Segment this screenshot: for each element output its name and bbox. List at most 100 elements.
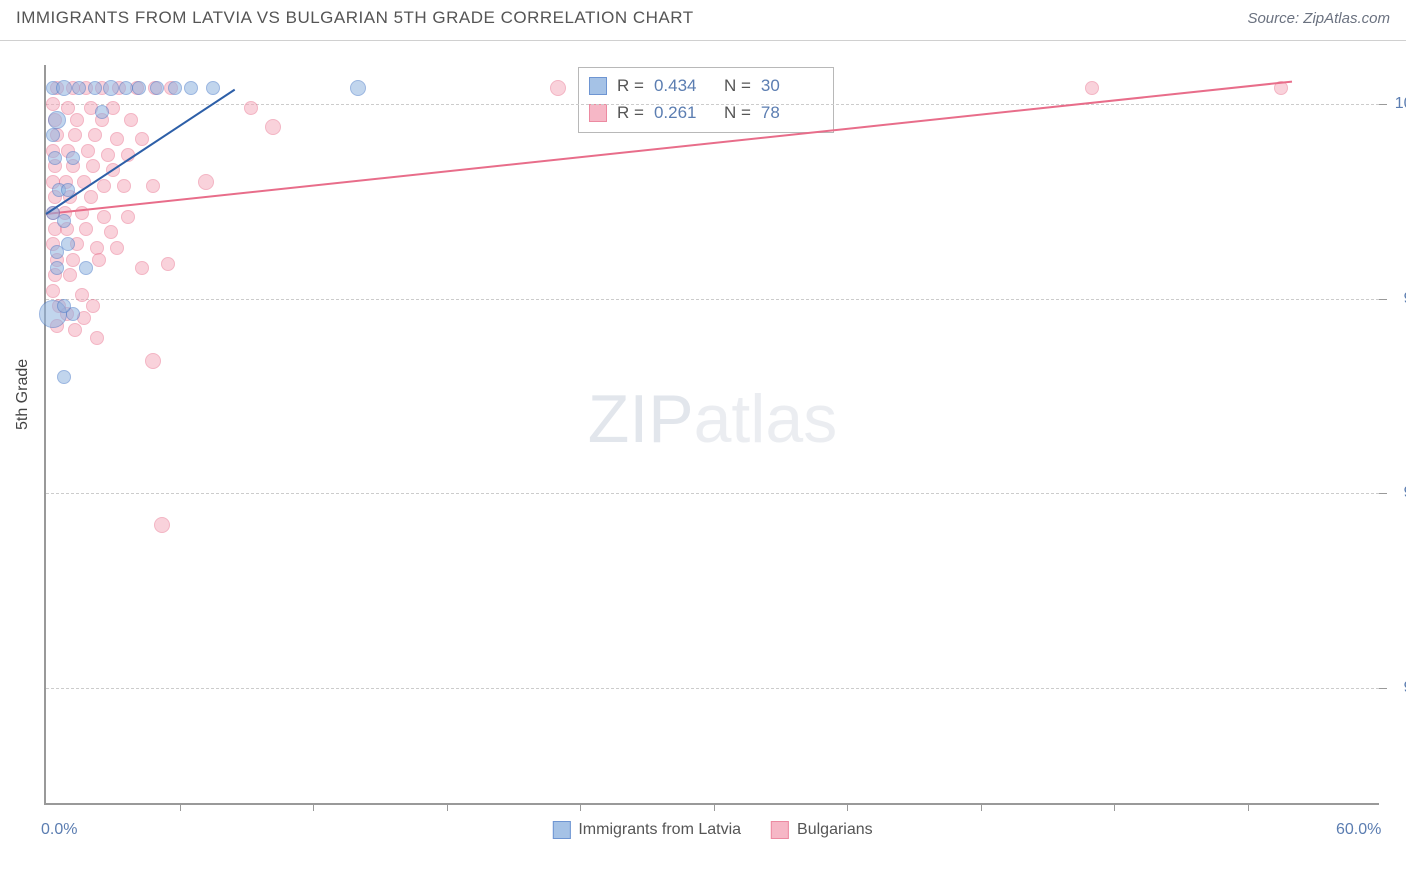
scatter-point-bulgaria bbox=[46, 284, 60, 298]
x-minor-tick bbox=[313, 803, 314, 811]
scatter-point-latvia bbox=[150, 81, 164, 95]
scatter-point-latvia bbox=[48, 111, 66, 129]
y-tick bbox=[1379, 299, 1387, 300]
scatter-point-latvia bbox=[184, 81, 198, 95]
scatter-point-bulgaria bbox=[66, 253, 80, 267]
gridline-horizontal bbox=[46, 493, 1379, 494]
scatter-point-bulgaria bbox=[68, 323, 82, 337]
scatter-point-latvia bbox=[119, 81, 133, 95]
legend-swatch-bulgaria bbox=[589, 104, 607, 122]
correlation-legend: R = 0.434 N = 30 R = 0.261 N = 78 bbox=[578, 67, 834, 133]
x-minor-tick bbox=[447, 803, 448, 811]
x-minor-tick bbox=[180, 803, 181, 811]
scatter-point-bulgaria bbox=[265, 119, 281, 135]
scatter-point-bulgaria bbox=[198, 174, 214, 190]
scatter-point-bulgaria bbox=[161, 257, 175, 271]
series-legend: Immigrants from Latvia Bulgarians bbox=[552, 821, 872, 839]
x-tick-label: 60.0% bbox=[1336, 821, 1381, 839]
plot-region: ZIPatlas R = 0.434 N = 30 R = 0.261 N = … bbox=[44, 65, 1379, 805]
n-label: N = bbox=[724, 72, 751, 99]
scatter-point-bulgaria bbox=[135, 261, 149, 275]
y-tick bbox=[1379, 104, 1387, 105]
scatter-point-bulgaria bbox=[46, 97, 60, 111]
y-tick bbox=[1379, 688, 1387, 689]
legend-label-bulgaria: Bulgarians bbox=[797, 821, 873, 839]
scatter-point-bulgaria bbox=[92, 253, 106, 267]
scatter-point-bulgaria bbox=[121, 210, 135, 224]
x-minor-tick bbox=[714, 803, 715, 811]
x-minor-tick bbox=[981, 803, 982, 811]
y-axis-title: 5th Grade bbox=[14, 359, 32, 430]
scatter-point-bulgaria bbox=[84, 190, 98, 204]
chart-plot-area: ZIPatlas R = 0.434 N = 30 R = 0.261 N = … bbox=[44, 65, 1379, 805]
scatter-point-bulgaria bbox=[135, 132, 149, 146]
x-tick-label: 0.0% bbox=[41, 821, 77, 839]
scatter-point-bulgaria bbox=[101, 148, 115, 162]
scatter-point-bulgaria bbox=[124, 113, 138, 127]
scatter-point-bulgaria bbox=[75, 288, 89, 302]
x-minor-tick bbox=[847, 803, 848, 811]
chart-title: IMMIGRANTS FROM LATVIA VS BULGARIAN 5TH … bbox=[16, 8, 694, 28]
scatter-point-latvia bbox=[350, 80, 366, 96]
x-minor-tick bbox=[580, 803, 581, 811]
scatter-point-latvia bbox=[206, 81, 220, 95]
watermark-bold: ZIP bbox=[588, 381, 694, 457]
scatter-point-bulgaria bbox=[68, 128, 82, 142]
legend-item-latvia: Immigrants from Latvia bbox=[552, 821, 741, 839]
scatter-point-latvia bbox=[88, 81, 102, 95]
scatter-point-bulgaria bbox=[97, 179, 111, 193]
legend-item-bulgaria: Bulgarians bbox=[771, 821, 873, 839]
scatter-point-bulgaria bbox=[244, 101, 258, 115]
legend-swatch-latvia bbox=[589, 77, 607, 95]
scatter-point-bulgaria bbox=[63, 268, 77, 282]
scatter-point-bulgaria bbox=[146, 179, 160, 193]
scatter-point-latvia bbox=[46, 128, 60, 142]
r-value-latvia: 0.434 bbox=[654, 72, 714, 99]
scatter-point-latvia bbox=[72, 81, 86, 95]
scatter-point-latvia bbox=[132, 81, 146, 95]
gridline-horizontal bbox=[46, 688, 1379, 689]
scatter-point-latvia bbox=[103, 80, 119, 96]
scatter-point-latvia bbox=[95, 105, 109, 119]
scatter-point-bulgaria bbox=[154, 517, 170, 533]
watermark-light: atlas bbox=[694, 381, 838, 457]
scatter-point-latvia bbox=[79, 261, 93, 275]
scatter-point-bulgaria bbox=[90, 331, 104, 345]
scatter-point-bulgaria bbox=[104, 225, 118, 239]
scatter-point-bulgaria bbox=[81, 144, 95, 158]
scatter-point-bulgaria bbox=[97, 210, 111, 224]
legend-swatch-latvia bbox=[552, 821, 570, 839]
chart-header: IMMIGRANTS FROM LATVIA VS BULGARIAN 5TH … bbox=[0, 0, 1406, 41]
scatter-point-latvia bbox=[48, 151, 62, 165]
scatter-point-latvia bbox=[168, 81, 182, 95]
legend-swatch-bulgaria bbox=[771, 821, 789, 839]
scatter-point-bulgaria bbox=[117, 179, 131, 193]
y-tick-label: 100.0% bbox=[1395, 95, 1406, 113]
scatter-point-bulgaria bbox=[79, 222, 93, 236]
scatter-point-bulgaria bbox=[145, 353, 161, 369]
scatter-point-bulgaria bbox=[86, 299, 100, 313]
gridline-horizontal bbox=[46, 299, 1379, 300]
scatter-point-latvia bbox=[56, 80, 72, 96]
scatter-point-latvia bbox=[50, 261, 64, 275]
x-minor-tick bbox=[1114, 803, 1115, 811]
scatter-point-bulgaria bbox=[1085, 81, 1099, 95]
scatter-point-latvia bbox=[50, 245, 64, 259]
n-value-latvia: 30 bbox=[761, 72, 821, 99]
scatter-point-latvia bbox=[66, 151, 80, 165]
scatter-point-bulgaria bbox=[86, 159, 100, 173]
watermark: ZIPatlas bbox=[588, 380, 837, 458]
scatter-point-bulgaria bbox=[110, 132, 124, 146]
scatter-point-latvia bbox=[57, 299, 71, 313]
scatter-point-latvia bbox=[57, 370, 71, 384]
x-minor-tick bbox=[1248, 803, 1249, 811]
r-label: R = bbox=[617, 72, 644, 99]
scatter-point-latvia bbox=[57, 214, 71, 228]
scatter-point-bulgaria bbox=[550, 80, 566, 96]
y-tick bbox=[1379, 493, 1387, 494]
scatter-point-bulgaria bbox=[88, 128, 102, 142]
scatter-point-bulgaria bbox=[70, 113, 84, 127]
legend-row-latvia: R = 0.434 N = 30 bbox=[589, 72, 821, 99]
legend-label-latvia: Immigrants from Latvia bbox=[578, 821, 741, 839]
source-attribution: Source: ZipAtlas.com bbox=[1247, 10, 1390, 27]
